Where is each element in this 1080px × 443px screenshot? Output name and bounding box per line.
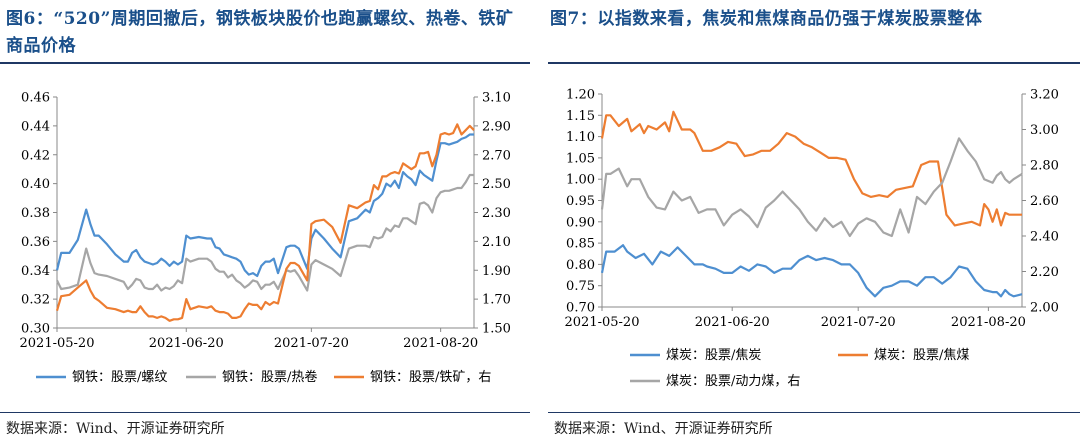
fig6-left-tick-label: 0.34	[21, 264, 50, 279]
fig6-right-tick-label: 1.90	[482, 264, 511, 279]
figure-6-chart: 0.30 0.32 0.34 0.36 0.38 0.40 0.42 0.44 0.46 1.50…	[20, 91, 511, 386]
fig7-left-tick-label: 1.05	[566, 151, 595, 166]
fig6-right-tick-label: 3.10	[482, 91, 511, 106]
fig7-left-tick-label: 0.85	[566, 237, 595, 252]
fig7-left-tick-label: 0.95	[566, 194, 595, 209]
fig6-left-tick-label: 0.36	[21, 235, 50, 250]
fig7-x-tick-label: 2021-06-20	[695, 315, 770, 330]
fig6-left-tick-label: 0.38	[21, 206, 50, 221]
fig7-left-tick-label: 1.20	[566, 88, 595, 103]
figure-6-bottom-rule	[0, 412, 530, 413]
fig6-left-tick-label: 0.40	[21, 177, 50, 192]
fig7-left-tick-label: 0.75	[566, 279, 595, 294]
fig6-series-line-3	[55, 123, 475, 322]
fig6-left-tick-label: 0.44	[21, 119, 50, 134]
figure-7-source: 数据来源：Wind、开源证券研究所	[554, 421, 773, 437]
fig6-left-tick-label: 0.46	[21, 91, 50, 106]
fig7-x-tick-label: 2021-08-20	[951, 315, 1026, 330]
fig6-series-line-1	[55, 133, 474, 278]
fig7-series-line-3	[600, 137, 1023, 238]
figure-6-title: 图6：“520”周期回撤后，钢铁板块股价也跑赢螺纹、热卷、铁矿商品价格	[6, 9, 514, 56]
fig7-left-tick-label: 0.80	[566, 258, 595, 273]
fig6-x-tick-label: 2021-06-20	[149, 336, 224, 351]
fig7-left-tick-label: 1.10	[566, 130, 595, 145]
figure-7-chart: 0.70 0.75 0.80 0.85 0.90 0.95 1.00 1.05 1.10 1.15…	[565, 88, 1059, 390]
fig7-right-tick-label: 2.40	[1030, 230, 1059, 245]
fig6-right-tick-label: 1.70	[482, 293, 511, 308]
fig6-x-tick-label: 2021-05-20	[20, 336, 95, 351]
fig7-right-tick-label: 2.20	[1030, 265, 1059, 280]
fig7-right-tick-label: 2.80	[1030, 159, 1059, 174]
fig6-right-tick-label: 1.50	[482, 322, 511, 337]
fig7-legend-label-2: 煤炭：股票/焦煤	[874, 348, 969, 363]
fig7-left-tick-label: 1.15	[566, 109, 595, 124]
fig7-left-tick-label: 0.90	[566, 215, 595, 230]
fig6-legend-label-3: 钢铁：股票/铁矿，右	[370, 370, 491, 385]
fig7-right-tick-label: 2.60	[1030, 194, 1059, 209]
fig7-right-tick-label: 3.20	[1030, 88, 1059, 103]
fig6-legend-label-2: 钢铁：股票/热卷	[222, 369, 317, 385]
fig7-x-tick-label: 2021-07-20	[821, 315, 896, 330]
fig6-x-tick-label: 2021-07-20	[274, 336, 349, 351]
fig7-x-tick-label: 2021-05-20	[565, 315, 640, 330]
fig6-left-tick-label: 0.42	[21, 148, 50, 163]
figure-7-top-rule	[548, 62, 1080, 64]
fig6-right-tick-label: 2.70	[482, 148, 511, 163]
fig7-legend-label-1: 煤炭：股票/焦炭	[666, 348, 761, 363]
fig7-left-tick-label: 0.70	[566, 301, 595, 316]
fig7-right-tick-label: 2.00	[1030, 301, 1059, 316]
fig6-right-tick-label: 2.10	[482, 235, 511, 250]
fig6-left-tick-label: 0.32	[21, 293, 50, 308]
figure-6-panel: 图6：“520”周期回撤后，钢铁板块股价也跑赢螺纹、热卷、铁矿商品价格 0.30…	[0, 0, 530, 443]
figure-7-bottom-rule	[548, 412, 1080, 413]
fig6-series-line-2	[56, 173, 474, 292]
fig6-right-tick-label: 2.90	[482, 119, 511, 134]
fig6-right-tick-label: 2.30	[482, 206, 511, 221]
fig7-right-tick-label: 3.00	[1030, 123, 1059, 138]
fig6-right-tick-label: 2.50	[482, 177, 511, 192]
fig6-left-tick-label: 0.30	[21, 322, 50, 337]
fig6-x-tick-label: 2021-08-20	[403, 336, 478, 351]
fig7-left-tick-label: 1.00	[566, 173, 595, 188]
figure-7-panel: 图7：以指数来看，焦炭和焦煤商品仍强于煤炭股票整体 0.70 0.75 0.80 0.…	[548, 0, 1080, 443]
figure-7-title: 图7：以指数来看，焦炭和焦煤商品仍强于煤炭股票整体	[550, 9, 983, 29]
fig7-series-line-1	[600, 244, 1023, 298]
fig6-legend-label-1: 钢铁：股票/螺纹	[72, 370, 167, 385]
figure-6-top-rule	[0, 62, 530, 64]
fig7-series-line-2	[600, 110, 1022, 227]
fig7-legend-label-3: 煤炭：股票/动力煤，右	[666, 374, 800, 389]
figure-6-source: 数据来源：Wind、开源证券研究所	[6, 421, 225, 437]
